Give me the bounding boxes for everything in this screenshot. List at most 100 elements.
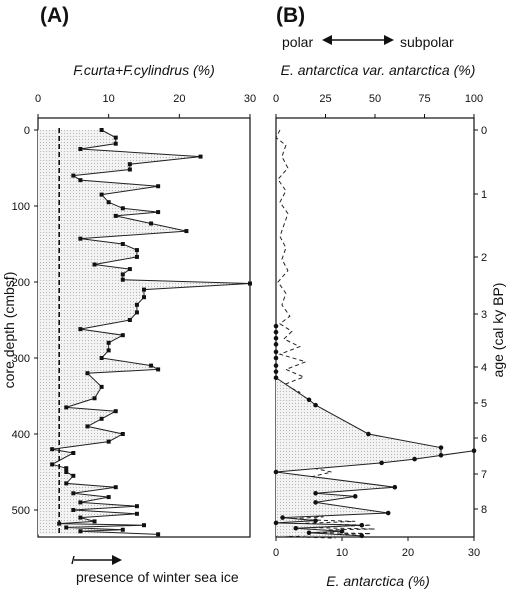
panel-b-data-point [273, 335, 279, 341]
panel-b-data-point [273, 375, 279, 381]
panel-b-x-tick-label: 25 [319, 93, 331, 105]
panel-b-x-tick-label: 100 [465, 93, 483, 105]
panel-a-data-point [113, 485, 118, 490]
panel-b-age-tick-label: 1 [481, 189, 487, 201]
panel-b-age-tick-label: 8 [481, 504, 487, 516]
panel-a-data-point [78, 500, 83, 505]
panel-a-data-point [113, 213, 118, 218]
panel-a-data-point [99, 128, 104, 132]
panel-a-data-point [134, 310, 139, 315]
panel-b-data-point [359, 533, 365, 539]
panel-a-y-tick-label: 400 [12, 429, 30, 441]
panel-a-data-point [134, 511, 139, 516]
panel-a-ylabel: core depth (cmbsf) [1, 272, 17, 389]
panel-a-data-point [134, 254, 139, 259]
panel-a-data-point [99, 356, 104, 360]
arrow-left-head [322, 35, 332, 45]
panel-a-data-point [142, 295, 146, 300]
panel-b-age-tick-label: 2 [481, 252, 487, 264]
panel-a-data-point [142, 287, 146, 292]
panel-a-data-point [99, 416, 104, 421]
panel-a-y-tick-label: 100 [12, 201, 30, 213]
panel-a-data-point [149, 221, 154, 226]
panel-b-bottom-xlabel: E. antarctica (%) [326, 573, 429, 589]
panel-b-x-tick-label: 50 [369, 93, 381, 105]
panel-b [273, 129, 477, 539]
panel-a-x-tick-label: 0 [35, 93, 41, 105]
panel-a-data-point [71, 173, 76, 178]
panel-a-data-point [78, 327, 83, 332]
panel-b-x-tick-label: 0 [273, 93, 279, 105]
panel-a-data-point [156, 184, 161, 189]
panel-a-data-point [120, 242, 125, 246]
winter-sea-ice-note: presence of winter sea ice [76, 569, 239, 585]
panel-a-data-point [120, 333, 125, 338]
panel-a-data-point [78, 178, 83, 183]
panel-a-data-point [92, 262, 97, 267]
panel-a-data-point [106, 439, 111, 444]
panel-b-data-point [273, 355, 279, 361]
panel-a-data-point [64, 470, 69, 474]
sea-ice-arrow-tail [71, 555, 75, 565]
panel-a-data-point [134, 248, 139, 253]
panel-a-data-point [120, 527, 125, 532]
panel-a-data-point [106, 200, 111, 205]
panel-a-data-point [127, 167, 132, 172]
panel-b-data-point [313, 500, 318, 505]
panel-a-data-point [106, 348, 111, 353]
panel-b-data-point [352, 494, 358, 499]
panel-b-bottom-tick-label: 30 [468, 547, 480, 559]
panel-b-bottom-tick-label: 20 [402, 547, 414, 559]
panel-a-data-point [71, 491, 76, 496]
panel-a-area-fill [38, 130, 250, 535]
panel-b-data-point [313, 490, 318, 496]
panel-a-data-point [78, 515, 83, 520]
panel-a-data-point [248, 281, 252, 286]
panel-b-data-point [471, 448, 477, 454]
panel-b-age-tick-label: 6 [481, 433, 487, 445]
panel-b-data-point [412, 456, 417, 462]
panel-b-data-point [359, 522, 365, 528]
panel-a-x-tick-label: 20 [173, 93, 185, 105]
panel-b-data-point [273, 469, 279, 475]
panel-a-data-point [99, 192, 104, 197]
panel-a-data-point [64, 466, 69, 471]
panel-b-data-point [366, 431, 371, 437]
panel-a-data-point [106, 340, 111, 345]
panel-a-data-point [92, 519, 97, 524]
panel-a-data-point [99, 384, 104, 389]
panel-b-data-point [306, 397, 312, 403]
panel-a-data-point [71, 473, 76, 478]
panel-a-data-point [106, 495, 111, 500]
panel-a-data-point [50, 447, 55, 452]
panel-b-area-fill [276, 326, 474, 536]
panel-b-ylabel: age (cal ky BP) [490, 283, 506, 378]
panel-b-age-tick-label: 7 [481, 469, 487, 481]
panel-b-data-point [273, 520, 279, 526]
panel-a-data-point [78, 147, 83, 151]
panel-b-data-point [280, 515, 285, 520]
panel-a-data-point [156, 532, 161, 537]
panel-a-data-point [198, 154, 203, 159]
panel-a-y-tick-label: 200 [12, 277, 30, 289]
panel-b-data-point [273, 329, 279, 335]
panel-a-data-point [92, 396, 97, 401]
panel-b-age-tick-label: 5 [481, 398, 487, 410]
panel-b-data-point [438, 445, 444, 450]
panel-a-data-point [85, 424, 90, 429]
panel-a-data-point [149, 363, 154, 368]
panel-a-data-point [71, 451, 76, 455]
panel-a-data-point [127, 162, 132, 167]
static-layer: (A) (B) polar subpolar F.curta+F.cylindrus (… [1, 4, 506, 589]
panel-b-data-point [339, 528, 345, 534]
panel-b-data-point [392, 484, 398, 490]
panel-a-data-point [120, 206, 125, 211]
panel-b-age-tick-label: 4 [481, 362, 487, 374]
panel-a-data-point [78, 236, 83, 241]
panel-a-data-point [85, 371, 90, 376]
panel-a-title: F.curta+F.cylindrus (%) [73, 62, 214, 78]
arrow-right-head [384, 35, 394, 45]
panel-b-bottom-tick-label: 0 [273, 547, 279, 559]
panel-a-data-point [127, 267, 132, 272]
panel-b-data-point [306, 530, 312, 536]
